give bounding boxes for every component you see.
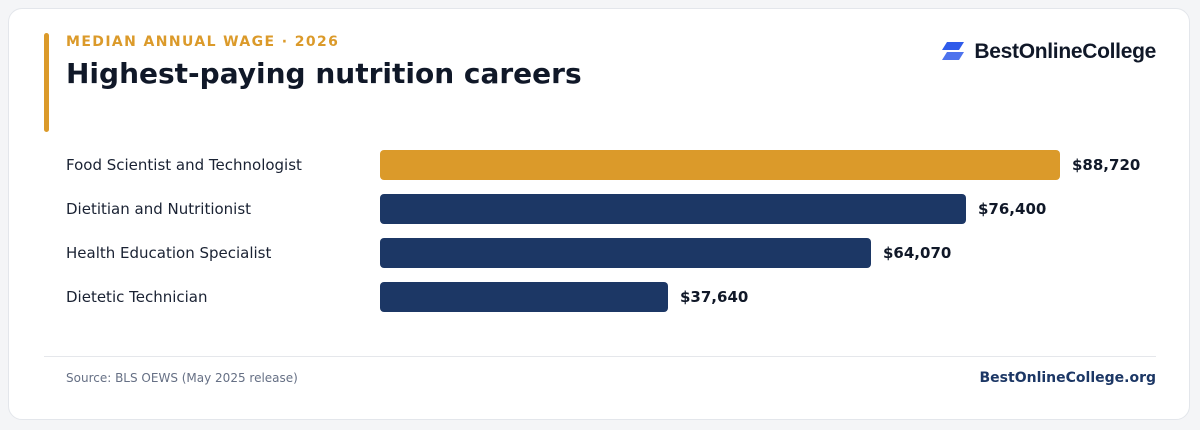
eyebrow-label: MEDIAN ANNUAL WAGE · 2026 (66, 34, 340, 50)
value-label: $76,400 (978, 200, 1046, 218)
footer-divider (44, 356, 1156, 357)
page-title: Highest-paying nutrition careers (66, 57, 582, 90)
value-label: $64,070 (883, 244, 951, 262)
value-label: $37,640 (680, 288, 748, 306)
bar (380, 150, 1060, 180)
site-link[interactable]: BestOnlineCollege.org (979, 370, 1156, 386)
category-label: Health Education Specialist (66, 244, 271, 262)
category-label: Dietetic Technician (66, 288, 208, 306)
bar (380, 194, 966, 224)
bar (380, 238, 871, 268)
category-label: Dietitian and Nutritionist (66, 200, 251, 218)
category-label: Food Scientist and Technologist (66, 156, 302, 174)
accent-bar (44, 33, 49, 132)
bar (380, 282, 668, 312)
bar-chart: Food Scientist and Technologist $88,720 Di… (66, 150, 1140, 312)
source-note: Source: BLS OEWS (May 2025 release) (66, 371, 298, 385)
value-label: $88,720 (1072, 156, 1140, 174)
brand-logo: BestOnlineCollege (940, 40, 1156, 64)
brand-name: BestOnlineCollege (974, 40, 1156, 63)
brand-logo-icon (942, 42, 965, 60)
